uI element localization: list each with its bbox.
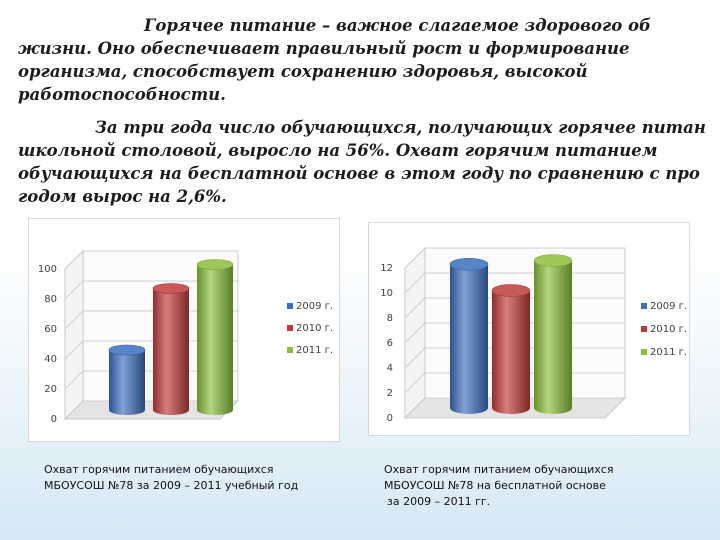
legend-label: 2010 г. [650,324,687,335]
bar-2010г [492,290,530,414]
stats-line: школьной столовой, выросло на 56%. Охват… [18,141,658,160]
intro-line: жизни. Оно обеспечивает правильный рост … [18,39,630,58]
caption-line: МБОУСОШ №78 на бесплатной основе [384,479,606,492]
y-tick-label: 60 [44,324,57,335]
y-tick-label: 6 [387,338,393,349]
stats-paragraph: За три года число обучающихся, получающи… [18,116,720,208]
caption-line: Охват горячим питанием обучающихся [384,463,614,476]
bar-2011г [534,260,572,414]
legend-label: 2009 г. [650,301,687,312]
y-tick-label: 0 [387,413,393,424]
y-tick-label: 20 [44,384,57,395]
bar-chart-coverage: 0 20 40 60 80 100 2009 г. 2010 г. 2011 г. [38,249,333,425]
caption-line: МБОУСОШ №78 за 2009 – 2011 учебный год [44,479,299,492]
y-tick-label: 80 [44,294,57,305]
gridline [64,280,238,300]
y-tick-label: 40 [44,354,57,365]
stats-line: годом вырос на 2,6%. [18,187,227,206]
legend-label: 2009 г. [296,301,333,312]
y-tick-label: 2 [387,388,393,399]
chart-panel-coverage: 0 20 40 60 80 100 2009 г. 2010 г. 2011 г. [28,218,340,442]
y-tick-label: 8 [387,313,393,324]
legend-swatch [287,347,293,353]
legend-label: 2010 г. [296,323,333,334]
bar-top [152,283,190,294]
side-wall [64,249,84,421]
legend-swatch [641,326,647,332]
y-tick-label: 100 [38,264,57,275]
intro-line: работоспособности. [18,85,226,104]
gridline [404,247,625,269]
intro-line: Горячее питание – важное слагаемое здоро… [144,16,651,35]
bar-top [108,344,146,356]
bar-top [449,257,489,271]
legend-swatch [287,303,293,309]
y-tick-label: 10 [380,288,393,299]
chart-panel-free-meals: 0 2 4 6 8 10 12 2009 г. 2010 г. 2011 г. [368,222,690,436]
legend-label: 2011 г. [296,345,333,356]
legend-swatch [641,349,647,355]
gridline [64,250,238,270]
y-tick-label: 0 [51,414,57,425]
y-tick-label: 12 [380,263,393,274]
bar-top [491,284,531,297]
stats-line: За три года число обучающихся, получающи… [95,118,706,137]
intro-paragraph: Горячее питание – важное слагаемое здоро… [18,14,720,106]
chart-caption-coverage: Охват горячим питанием обучающихся МБОУС… [44,462,344,494]
y-tick-label: 4 [387,363,393,374]
legend-label: 2011 г. [650,347,687,358]
stats-line: обучающихся на бесплатной основе в этом … [18,164,700,183]
intro-line: организма, способствует сохранению здоро… [18,62,588,81]
bar-top [533,254,573,267]
bar-chart-free-meals: 0 2 4 6 8 10 12 2009 г. 2010 г. 2011 г. [380,246,687,424]
chart-caption-free-meals: Охват горячим питанием обучающихся МБОУС… [384,462,684,510]
legend-swatch [641,303,647,309]
bar-top [196,259,234,270]
bar-2009г [109,350,145,415]
bar-2011г [197,264,233,415]
bar-2009г [450,264,488,414]
caption-line: за 2009 – 2011 гг. [387,495,491,508]
caption-line: Охват горячим питанием обучающихся [44,463,274,476]
bar-2010г [153,288,189,415]
legend-swatch [287,325,293,331]
